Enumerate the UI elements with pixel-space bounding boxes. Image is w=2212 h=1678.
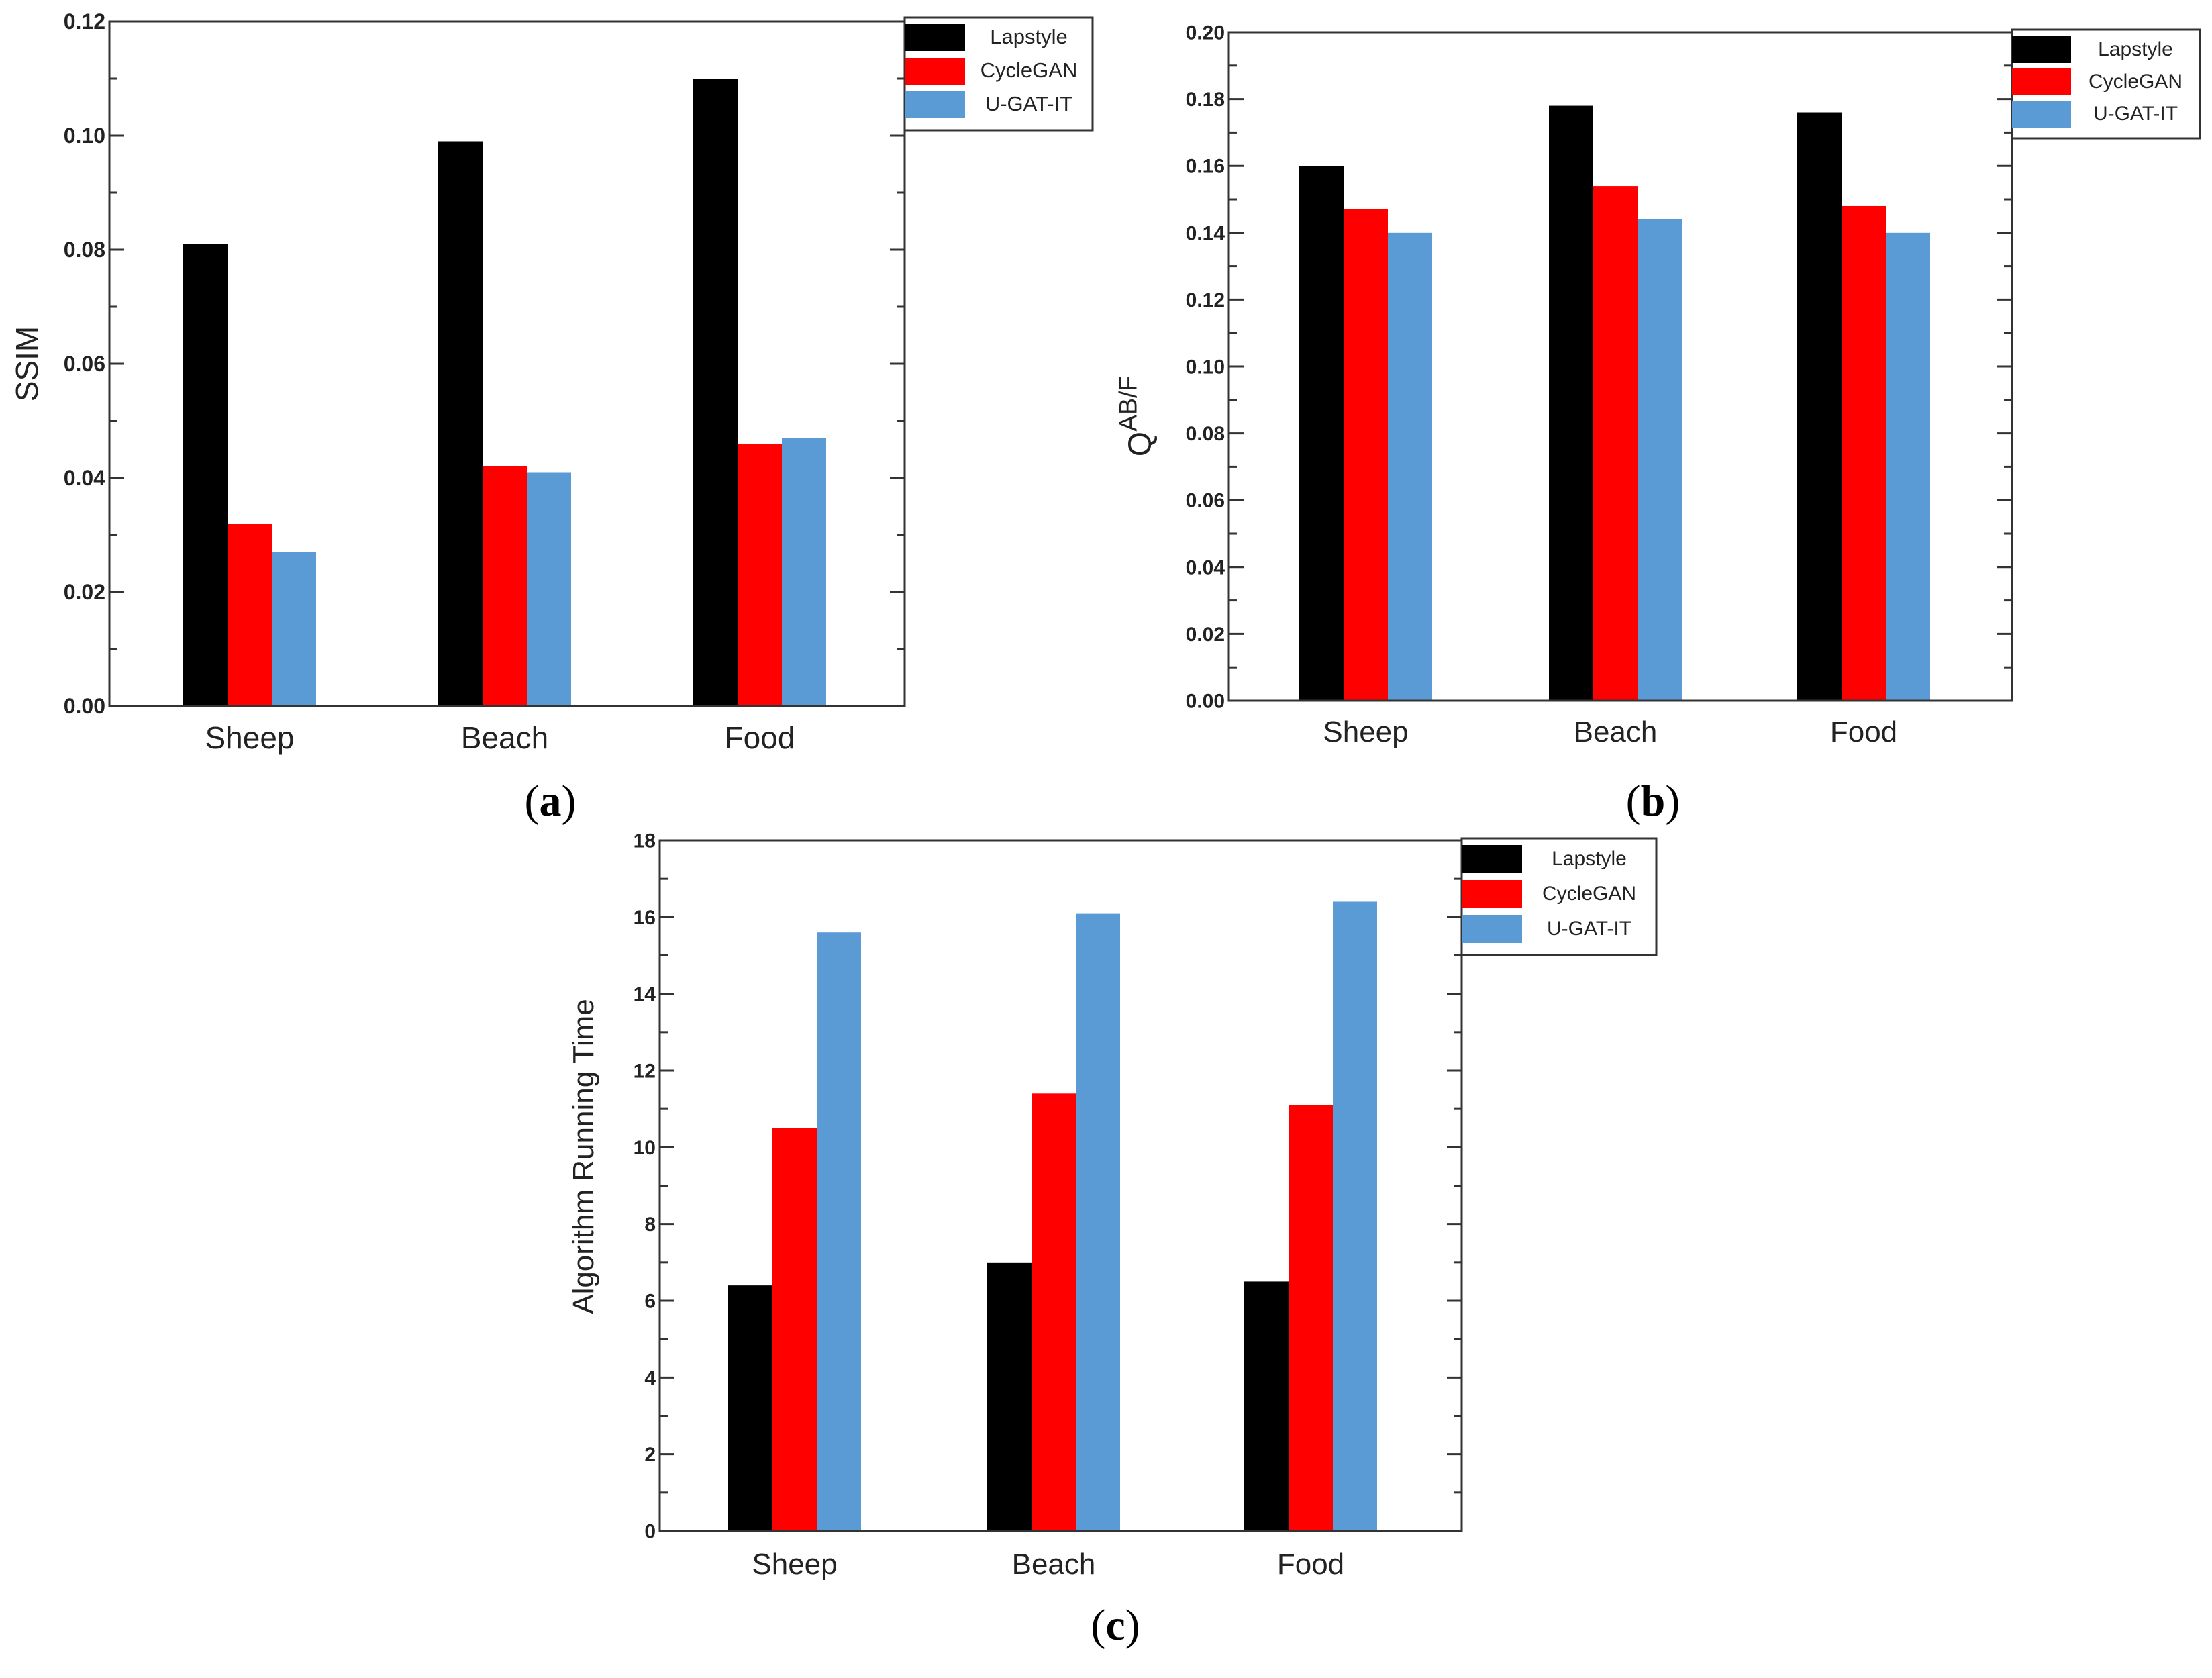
- panel-letter: b: [1641, 777, 1666, 826]
- bar-u-gat-it-food: [1886, 232, 1930, 701]
- y-tick-label: 0.04: [64, 466, 105, 490]
- legend-swatch-lapstyle: [2012, 36, 2071, 63]
- x-tick-label-sheep: Sheep: [205, 720, 294, 755]
- legend-swatch-cyclegan: [905, 58, 965, 85]
- bar-u-gat-it-food: [1333, 901, 1377, 1531]
- bar-u-gat-it-beach: [1638, 219, 1682, 701]
- panel-label: (a): [525, 777, 576, 826]
- legend-swatch-lapstyle: [905, 24, 965, 51]
- legend-label-u-gat-it: U-GAT-IT: [2093, 103, 2178, 125]
- y-tick-label: 0.16: [1186, 156, 1225, 178]
- y-tick-label: 0.04: [1186, 556, 1225, 579]
- x-tick-label-sheep: Sheep: [752, 1548, 837, 1581]
- bar-lapstyle-beach: [438, 141, 483, 706]
- y-tick-label: 16: [634, 907, 656, 929]
- y-tick-label: 0: [644, 1521, 656, 1543]
- y-tick-label: 8: [644, 1214, 656, 1236]
- bar-cyclegan-sheep: [1344, 209, 1388, 701]
- y-tick-label: 0.20: [1186, 22, 1225, 44]
- y-tick-label: 12: [634, 1060, 656, 1083]
- bar-u-gat-it-food: [782, 438, 826, 706]
- bar-cyclegan-food: [1289, 1105, 1333, 1531]
- panel-label: (c): [1091, 1601, 1140, 1650]
- legend-swatch-u-gat-it: [1462, 915, 1522, 943]
- legend-swatch-u-gat-it: [2012, 101, 2071, 128]
- legend-swatch-cyclegan: [1462, 880, 1522, 908]
- bar-cyclegan-beach: [1032, 1093, 1076, 1531]
- x-tick-label-food: Food: [725, 720, 795, 755]
- y-axis-title-superscript: AB/F: [1113, 376, 1142, 432]
- y-tick-label: 0.14: [1186, 222, 1225, 244]
- legend: Lapstyle CycleGAN U-GAT-IT: [1460, 837, 1658, 956]
- legend: Lapstyle CycleGAN U-GAT-IT: [2011, 28, 2201, 140]
- y-tick-label: 0.10: [64, 124, 105, 148]
- y-tick-label: 0.18: [1186, 89, 1225, 111]
- bar-cyclegan-food: [738, 444, 782, 706]
- panel-c: Sheep Beach Food 0 2 4 6 8 10 12 14 16 18 Algorithm R…: [567, 830, 1658, 1650]
- y-axis-title: Algorithm Running Time: [567, 999, 600, 1314]
- y-tick-label: 0.08: [1186, 423, 1225, 445]
- bar-lapstyle-food: [693, 79, 738, 706]
- y-tick-label: 0.10: [1186, 356, 1225, 379]
- panel-label: (b): [1626, 777, 1680, 826]
- legend-label-cyclegan: CycleGAN: [981, 58, 1078, 82]
- legend-label-u-gat-it: U-GAT-IT: [1547, 918, 1631, 940]
- y-tick-label: 4: [644, 1367, 656, 1389]
- y-axis-title: QAB/F: [1113, 376, 1158, 457]
- bar-cyclegan-sheep: [772, 1128, 817, 1531]
- y-tick-label: 18: [634, 830, 656, 852]
- y-tick-label: 2: [644, 1444, 656, 1466]
- y-tick-label: 0.00: [1186, 691, 1225, 713]
- y-tick-label: 0.08: [64, 238, 105, 262]
- y-tick-label: 0.06: [1186, 490, 1225, 512]
- x-tick-label-beach: Beach: [1574, 715, 1658, 748]
- y-tick-label: 0.12: [64, 9, 105, 34]
- legend-swatch-u-gat-it: [905, 91, 965, 118]
- bar-u-gat-it-sheep: [272, 552, 316, 706]
- x-tick-label-beach: Beach: [1012, 1548, 1096, 1581]
- bar-u-gat-it-sheep: [817, 932, 861, 1531]
- panel-b: Sheep Beach Food 0.00 0.02 0.04 0.06 0.08 0.10 0.…: [1113, 22, 2201, 826]
- bar-lapstyle-sheep: [183, 244, 228, 706]
- legend-label-lapstyle: Lapstyle: [1552, 848, 1627, 870]
- legend-swatch-cyclegan: [2012, 68, 2071, 95]
- bar-lapstyle-beach: [1549, 105, 1593, 701]
- bar-u-gat-it-beach: [527, 472, 571, 706]
- x-tick-label-sheep: Sheep: [1323, 715, 1408, 748]
- bar-lapstyle-food: [1797, 112, 1842, 701]
- bar-cyclegan-sheep: [228, 524, 272, 706]
- bar-lapstyle-beach: [987, 1262, 1032, 1531]
- panel-letter: c: [1105, 1601, 1125, 1650]
- panel-letter: a: [540, 777, 562, 826]
- y-tick-label: 10: [634, 1137, 656, 1159]
- y-tick-label: 0.02: [64, 580, 105, 604]
- y-tick-label: 0.06: [64, 352, 105, 376]
- x-tick-label-beach: Beach: [461, 720, 548, 755]
- legend-swatch-lapstyle: [1462, 845, 1522, 873]
- bar-lapstyle-food: [1244, 1281, 1289, 1531]
- y-tick-label: 14: [634, 983, 656, 1005]
- y-tick-label: 0.00: [64, 694, 105, 718]
- y-tick-label: 0.12: [1186, 289, 1225, 311]
- bar-cyclegan-beach: [1593, 186, 1638, 701]
- bar-cyclegan-food: [1842, 205, 1886, 701]
- bar-u-gat-it-sheep: [1388, 232, 1432, 701]
- bar-lapstyle-sheep: [1299, 166, 1344, 701]
- bar-lapstyle-sheep: [728, 1285, 772, 1531]
- legend: Lapstyle CycleGAN U-GAT-IT: [903, 16, 1094, 132]
- legend-label-lapstyle: Lapstyle: [2098, 38, 2173, 60]
- y-tick-label: 6: [644, 1291, 656, 1313]
- x-tick-label-food: Food: [1277, 1548, 1344, 1581]
- bar-cyclegan-beach: [483, 466, 527, 706]
- legend-label-u-gat-it: U-GAT-IT: [985, 92, 1072, 115]
- y-axis-title: SSIM: [9, 326, 44, 401]
- legend-label-cyclegan: CycleGAN: [1542, 883, 1636, 905]
- x-tick-label-food: Food: [1830, 715, 1897, 748]
- panel-a: Sheep Beach Food 0.00 0.02 0.04 0.06 0.08 0.10 0.…: [9, 9, 1094, 826]
- bar-u-gat-it-beach: [1076, 913, 1120, 1531]
- legend-label-lapstyle: Lapstyle: [990, 25, 1067, 48]
- y-tick-label: 0.02: [1186, 624, 1225, 646]
- legend-label-cyclegan: CycleGAN: [2089, 70, 2182, 93]
